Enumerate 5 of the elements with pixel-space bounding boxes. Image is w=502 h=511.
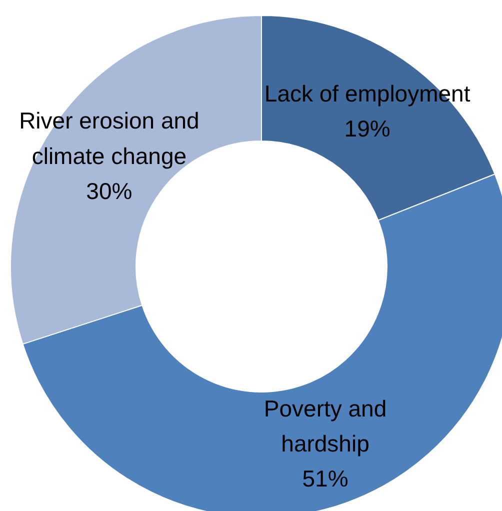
slice-label: Poverty and hardship (264, 396, 387, 457)
data-label: 51% (302, 466, 348, 492)
data-label: 19% (344, 115, 390, 142)
slice-label: River erosion and climate change (19, 108, 200, 169)
data-label: 30% (86, 178, 132, 204)
